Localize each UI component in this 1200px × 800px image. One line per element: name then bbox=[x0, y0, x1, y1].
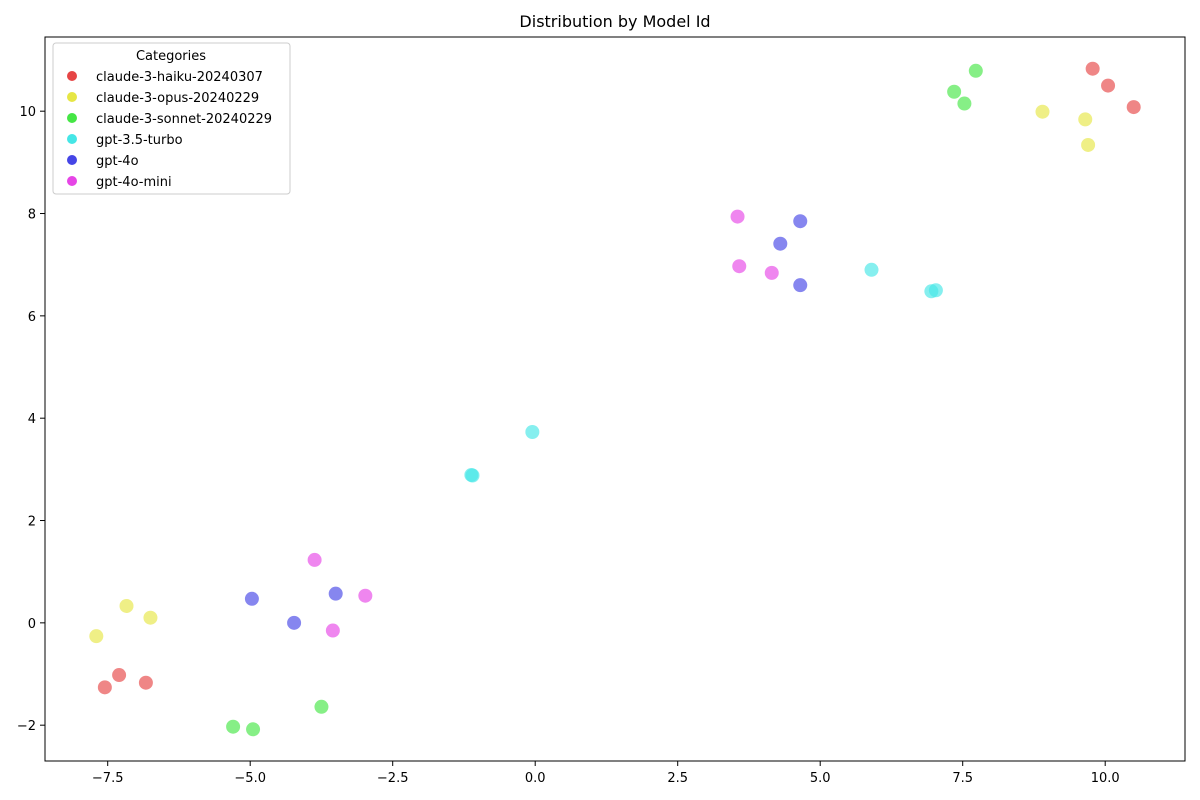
legend: Categories claude-3-haiku-20240307claude… bbox=[52, 42, 291, 195]
data-point bbox=[1085, 61, 1100, 76]
legend-marker bbox=[67, 155, 77, 165]
data-point bbox=[732, 259, 747, 274]
y-tick-label: 0 bbox=[28, 617, 36, 632]
x-tick-label: 7.5 bbox=[952, 771, 973, 786]
data-point bbox=[947, 84, 962, 99]
data-point bbox=[287, 615, 302, 630]
y-axis: −2 0 2 4 6 8 10 bbox=[17, 105, 45, 734]
data-point bbox=[226, 719, 241, 734]
legend-label: gpt-3.5-turbo bbox=[96, 133, 183, 148]
data-point bbox=[1101, 78, 1116, 93]
data-point bbox=[793, 214, 808, 229]
legend-label: gpt-4o bbox=[96, 154, 139, 169]
data-point bbox=[314, 699, 329, 714]
y-tick-label: 4 bbox=[28, 412, 36, 427]
x-tick-label: 10.0 bbox=[1091, 771, 1120, 786]
x-tick-label: 0.0 bbox=[525, 771, 546, 786]
y-tick-label: 8 bbox=[28, 208, 36, 223]
legend-marker bbox=[67, 176, 77, 186]
data-point bbox=[465, 468, 480, 483]
legend-label: claude-3-haiku-20240307 bbox=[96, 70, 263, 85]
data-point bbox=[1126, 100, 1141, 115]
data-point bbox=[307, 552, 322, 567]
data-point bbox=[244, 591, 259, 606]
data-point bbox=[968, 63, 983, 78]
x-axis: −7.5 −5.0 −2.5 0.0 2.5 5.0 7.5 10.0 bbox=[92, 761, 1120, 786]
data-point bbox=[864, 262, 879, 277]
chart-title: Distribution by Model Id bbox=[519, 12, 710, 31]
data-point bbox=[328, 586, 343, 601]
legend-items: claude-3-haiku-20240307 claude-3-opus-202… bbox=[67, 70, 272, 190]
x-tick-label: 2.5 bbox=[667, 771, 688, 786]
x-tick-label: −7.5 bbox=[92, 771, 124, 786]
data-point bbox=[112, 668, 127, 683]
legend-marker bbox=[67, 134, 77, 144]
data-point bbox=[89, 629, 104, 644]
data-point bbox=[138, 675, 153, 690]
data-point bbox=[1078, 112, 1093, 127]
legend-marker bbox=[67, 71, 77, 81]
data-point bbox=[773, 236, 788, 251]
data-point bbox=[730, 209, 745, 224]
plot-area bbox=[44, 36, 1186, 762]
legend-title: Categories bbox=[136, 49, 206, 64]
data-point bbox=[143, 610, 158, 625]
data-point bbox=[1035, 104, 1050, 119]
data-point bbox=[246, 722, 261, 737]
legend-label: claude-3-opus-20240229 bbox=[96, 91, 259, 106]
data-point bbox=[957, 96, 972, 111]
y-tick-label: 2 bbox=[28, 515, 36, 530]
data-point bbox=[525, 425, 540, 440]
data-points bbox=[89, 61, 1141, 737]
data-point bbox=[928, 283, 943, 298]
data-point bbox=[793, 278, 808, 293]
legend-marker bbox=[67, 113, 77, 123]
data-point bbox=[764, 265, 779, 280]
y-tick-label: −2 bbox=[17, 719, 36, 734]
legend-marker bbox=[67, 92, 77, 102]
x-tick-label: −2.5 bbox=[377, 771, 409, 786]
data-point bbox=[358, 588, 373, 603]
y-tick-label: 10 bbox=[19, 105, 36, 120]
y-tick-label: 6 bbox=[28, 310, 36, 325]
data-point bbox=[325, 623, 340, 638]
legend-label: gpt-4o-mini bbox=[96, 175, 172, 190]
data-point bbox=[97, 680, 112, 695]
legend-label: claude-3-sonnet-20240229 bbox=[96, 112, 272, 127]
x-tick-label: 5.0 bbox=[810, 771, 831, 786]
data-point bbox=[119, 598, 134, 613]
x-tick-label: −5.0 bbox=[234, 771, 266, 786]
legend-box bbox=[52, 42, 291, 195]
data-point bbox=[1081, 137, 1096, 152]
